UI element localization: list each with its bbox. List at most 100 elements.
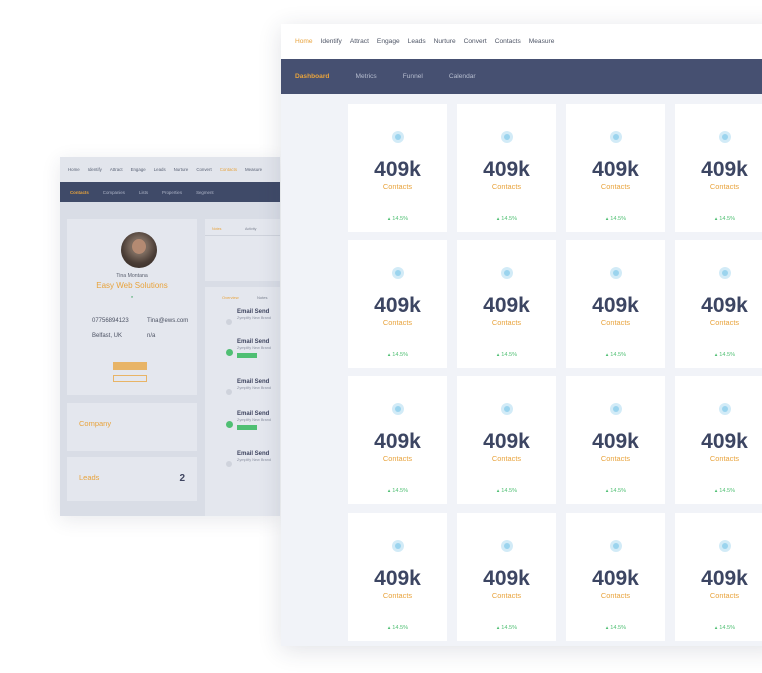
nav-item-home[interactable]: Home	[295, 38, 313, 45]
nav-item-nurture[interactable]: Nurture	[433, 38, 456, 45]
activity-description: Zymplify New Brand	[237, 316, 271, 320]
nav-item-leads[interactable]: Leads	[407, 38, 426, 45]
back-tab-contacts[interactable]: Contacts	[70, 189, 89, 195]
status-dot-icon	[610, 540, 622, 552]
stat-change: ▲14.5%	[348, 352, 447, 358]
stat-change-value: 14.5%	[610, 352, 627, 358]
tab-dashboard[interactable]: Dashboard	[295, 73, 330, 80]
contact-profile-window: Home Identify Attract Engage Leads Nurture Con…	[60, 157, 280, 516]
stat-change-value: 14.5%	[501, 488, 518, 494]
contact-email[interactable]: Tina@ews.com	[147, 318, 189, 324]
nav-item-measure[interactable]: Measure	[528, 38, 555, 45]
stat-change: ▲14.5%	[348, 216, 447, 222]
stat-card[interactable]: 409k Contacts ▲14.5%	[457, 104, 556, 232]
stat-card[interactable]: 409k Contacts ▲14.5%	[675, 240, 762, 368]
stat-card[interactable]: 409k Contacts ▲14.5%	[566, 104, 665, 232]
stat-card[interactable]: 409k Contacts ▲14.5%	[457, 240, 556, 368]
stat-value: 409k	[483, 567, 530, 590]
stat-change: ▲14.5%	[566, 352, 665, 358]
back-nav-item-measure[interactable]: Measure	[245, 167, 263, 172]
back-tab-properties[interactable]: Properties	[162, 189, 183, 195]
stat-card[interactable]: 409k Contacts ▲14.5%	[348, 240, 447, 368]
stat-change: ▲14.5%	[457, 216, 556, 222]
status-dot-icon	[392, 403, 404, 415]
primary-action-button[interactable]	[113, 362, 147, 370]
back-sub-nav: Contacts Companies Lists Properties Segment	[60, 182, 280, 202]
stat-change: ▲14.5%	[675, 488, 762, 494]
stat-card[interactable]: 409k Contacts ▲14.5%	[566, 240, 665, 368]
activity-item[interactable]: Email Send Zymplify New Brand	[205, 305, 280, 345]
stat-change-value: 14.5%	[501, 625, 518, 631]
back-top-nav: Home Identify Attract Engage Leads Nurture Con…	[60, 157, 280, 182]
stat-value: 409k	[374, 158, 421, 181]
stat-card[interactable]: 409k Contacts ▲14.5%	[675, 513, 762, 641]
back-nav-item-nurture[interactable]: Nurture	[173, 167, 189, 172]
stat-change-value: 14.5%	[610, 625, 627, 631]
stat-label: Contacts	[382, 182, 413, 191]
activity-item[interactable]: Email Send Zymplify New Brand	[205, 335, 280, 375]
back-nav-item-attract[interactable]: Attract	[109, 167, 123, 172]
stat-value: 409k	[483, 158, 530, 181]
stat-card[interactable]: 409k Contacts ▲14.5%	[348, 376, 447, 504]
status-dot-icon	[719, 267, 731, 279]
stat-change-value: 14.5%	[392, 625, 409, 631]
status-dot-icon	[719, 131, 731, 143]
stat-change-value: 14.5%	[392, 352, 409, 358]
stat-change-value: 14.5%	[610, 216, 627, 222]
stat-change-value: 14.5%	[501, 352, 518, 358]
stat-change: ▲14.5%	[675, 625, 762, 631]
back-nav-item-engage[interactable]: Engage	[130, 167, 146, 172]
nav-item-engage[interactable]: Engage	[376, 38, 400, 45]
trend-up-icon: ▲	[386, 352, 392, 357]
activity-item[interactable]: Email Send Zymplify New Brand	[205, 447, 280, 487]
activity-action-button[interactable]	[237, 425, 257, 430]
trend-up-icon: ▲	[495, 352, 501, 357]
stat-label: Contacts	[491, 454, 522, 463]
stat-card[interactable]: 409k Contacts ▲14.5%	[675, 376, 762, 504]
stat-card[interactable]: 409k Contacts ▲14.5%	[457, 513, 556, 641]
stat-card[interactable]: 409k Contacts ▲14.5%	[348, 513, 447, 641]
stat-label: Contacts	[709, 454, 740, 463]
back-nav-item-convert[interactable]: Convert	[196, 167, 212, 172]
nav-item-identify[interactable]: Identify	[320, 38, 342, 45]
stat-label: Contacts	[600, 454, 631, 463]
stat-change: ▲14.5%	[675, 352, 762, 358]
stat-change-value: 14.5%	[610, 488, 627, 494]
stat-card[interactable]: 409k Contacts ▲14.5%	[348, 104, 447, 232]
back-nav-item-home[interactable]: Home	[68, 167, 80, 172]
back-nav-item-identify[interactable]: Identify	[87, 167, 102, 172]
back-tab-segment[interactable]: Segment	[196, 189, 214, 195]
stat-card[interactable]: 409k Contacts ▲14.5%	[566, 376, 665, 504]
leads-count: 2	[179, 473, 185, 484]
stat-change: ▲14.5%	[348, 625, 447, 631]
back-nav-item-contacts[interactable]: Contacts	[219, 167, 238, 172]
secondary-action-button[interactable]	[113, 375, 147, 382]
nav-item-convert[interactable]: Convert	[463, 38, 487, 45]
back-nav-item-leads[interactable]: Leads	[153, 167, 166, 172]
tab-notes-secondary[interactable]: Notes	[257, 295, 268, 300]
tab-notes[interactable]: Notes	[212, 227, 222, 231]
tab-funnel[interactable]: Funnel	[402, 73, 423, 80]
activity-item[interactable]: Email Send Zymplify New Brand	[205, 375, 280, 415]
back-tab-lists[interactable]: Lists	[139, 189, 149, 195]
stat-change-value: 14.5%	[719, 352, 736, 358]
tab-overview[interactable]: Overview	[222, 295, 239, 300]
stat-card[interactable]: 409k Contacts ▲14.5%	[566, 513, 665, 641]
tab-activity[interactable]: Activity	[245, 227, 257, 231]
activity-item[interactable]: Email Send Zymplify New Brand	[205, 407, 280, 447]
nav-item-contacts[interactable]: Contacts	[494, 38, 521, 45]
tab-calendar[interactable]: Calendar	[448, 73, 476, 80]
back-tab-companies[interactable]: Companies	[102, 189, 126, 195]
nav-item-attract[interactable]: Attract	[349, 38, 369, 45]
tab-metrics[interactable]: Metrics	[355, 73, 377, 80]
stat-change: ▲14.5%	[457, 352, 556, 358]
activity-title: Email Send	[237, 309, 270, 315]
activity-action-button[interactable]	[237, 353, 257, 358]
stat-change: ▲14.5%	[566, 216, 665, 222]
dashboard-window: Home Identify Attract Engage Leads Nurture Con…	[281, 24, 762, 646]
stat-card[interactable]: 409k Contacts ▲14.5%	[457, 376, 556, 504]
leads-card[interactable]: Leads 2	[67, 457, 197, 501]
trend-up-icon: ▲	[386, 625, 392, 630]
stat-card[interactable]: 409k Contacts ▲14.5%	[675, 104, 762, 232]
company-card[interactable]: Company	[67, 403, 197, 451]
